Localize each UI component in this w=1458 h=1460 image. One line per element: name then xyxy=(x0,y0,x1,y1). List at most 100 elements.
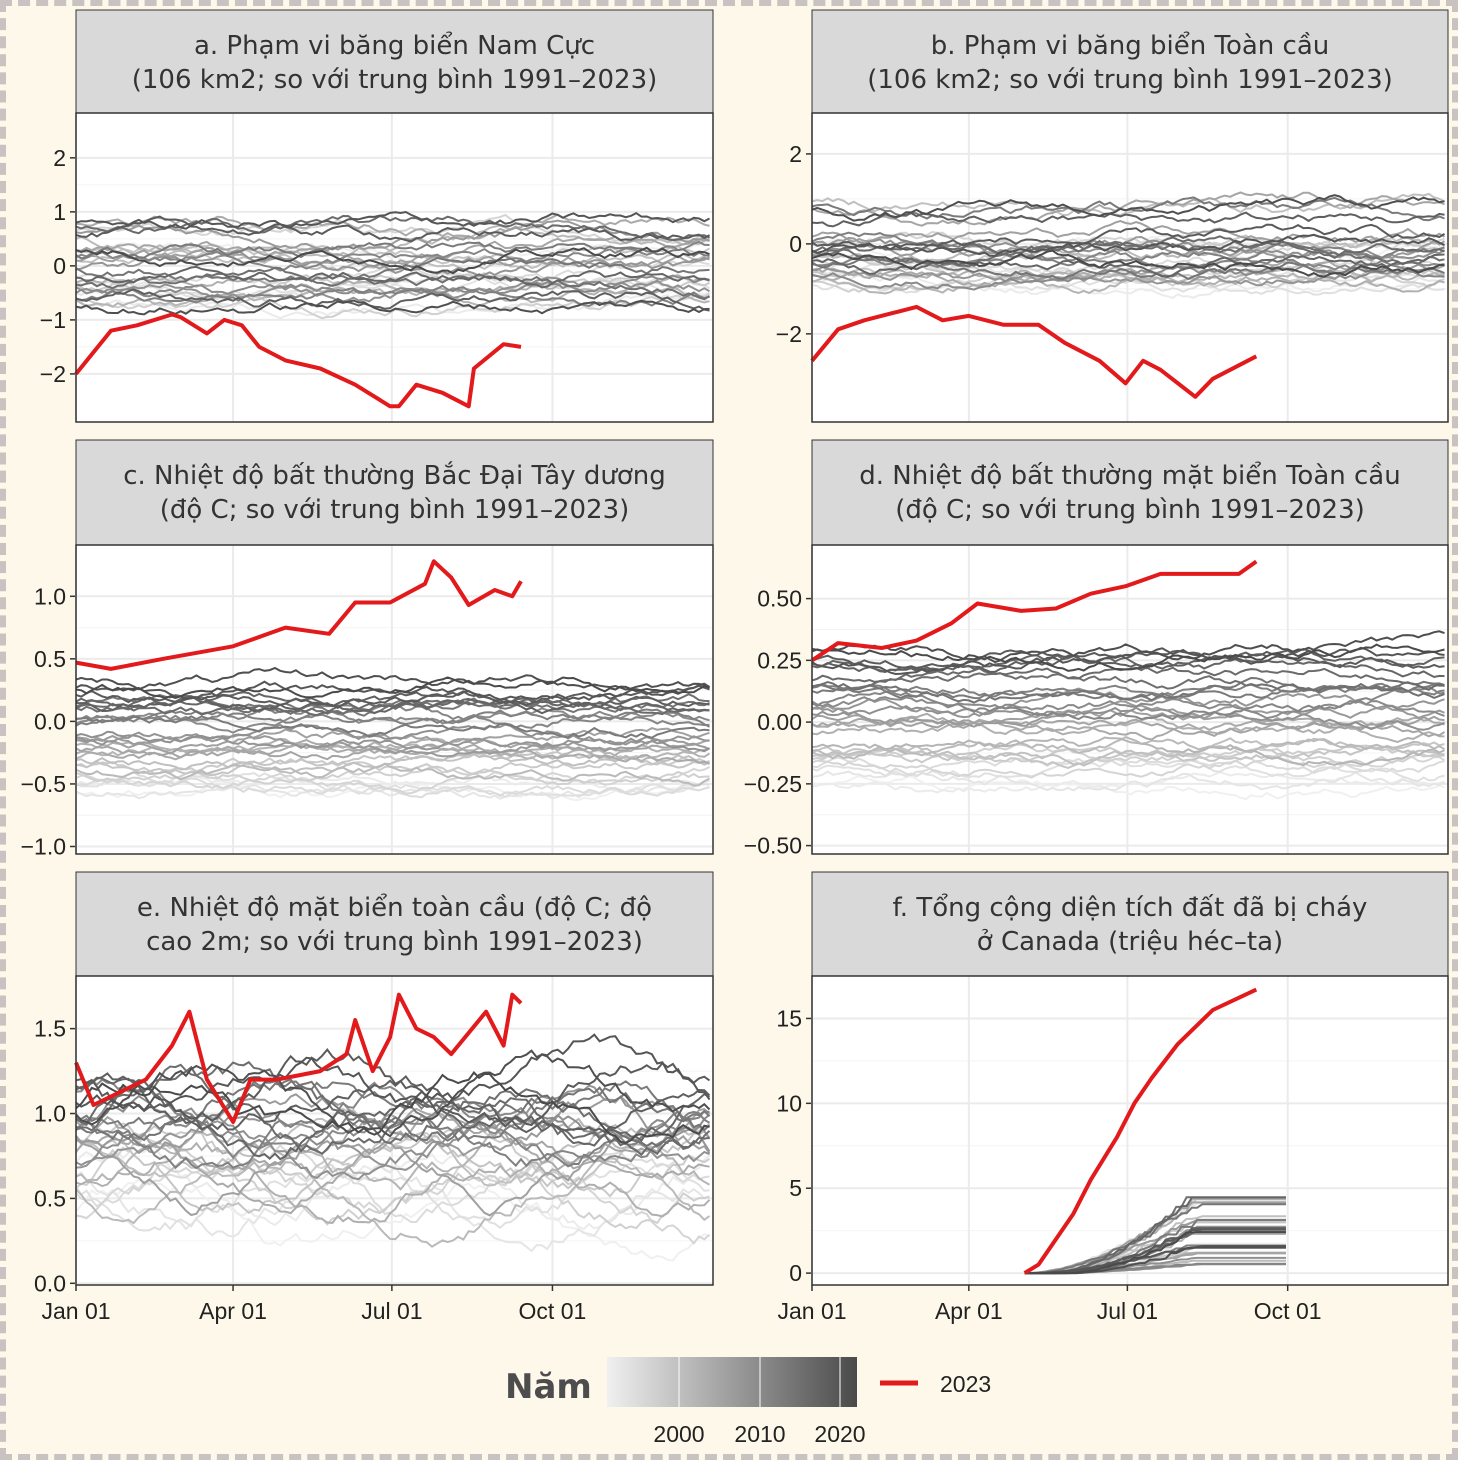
year-line-1995 xyxy=(811,756,1445,777)
panel-title: (độ C; so với trung bình 1991–2023) xyxy=(895,495,1365,525)
panel-title: b. Phạm vi băng biển Toàn cầu xyxy=(931,30,1330,61)
year-line-2015 xyxy=(75,266,711,301)
year-line-2023 xyxy=(1023,987,1258,1275)
year-line-2022 xyxy=(811,643,1445,672)
y-tick-label: 1 xyxy=(53,199,66,225)
year-line-2012 xyxy=(75,708,710,728)
x-tick-label: Apr 01 xyxy=(935,1298,1003,1324)
y-tick-label: 0.5 xyxy=(34,646,66,672)
year-line-2019 xyxy=(811,649,1445,669)
panel-strip xyxy=(75,9,714,114)
x-tick-label: Oct 01 xyxy=(519,1298,587,1324)
y-tick-label: 10 xyxy=(776,1090,802,1116)
year-line-2021 xyxy=(75,299,710,316)
year-line-2022 xyxy=(811,249,1445,278)
panel-e: e. Nhiệt độ mặt biển toàn cầu (độ C; độ c… xyxy=(34,871,714,1324)
x-tick-label: Jan 01 xyxy=(777,1298,846,1324)
panel-c: c. Nhiệt độ bất thường Bắc Đại Tây dương… xyxy=(21,439,714,859)
year-line-2017 xyxy=(75,265,710,289)
year-line-2009 xyxy=(811,705,1445,731)
plot-border xyxy=(811,975,1449,1286)
y-tick-label: 0 xyxy=(53,253,66,279)
year-line-2007 xyxy=(75,219,711,252)
year-line-2000 xyxy=(811,192,1445,217)
year-line-2018 xyxy=(75,1072,711,1134)
year-line-2010 xyxy=(75,1094,711,1147)
year-line-1996 xyxy=(811,754,1445,779)
panel-title: a. Phạm vi băng biển Nam Cực xyxy=(194,30,595,61)
y-tick-label: −1.0 xyxy=(21,833,66,859)
year-line-2023 xyxy=(75,559,523,671)
panel-title: c. Nhiệt độ bất thường Bắc Đại Tây dương xyxy=(123,460,666,491)
y-tick-label: 1.0 xyxy=(34,1101,66,1127)
year-line-2014 xyxy=(75,1078,711,1142)
y-tick-label: −0.50 xyxy=(744,833,802,859)
year-line-2023 xyxy=(74,992,523,1124)
x-tick-label: Jul 01 xyxy=(1097,1298,1158,1324)
x-tick-label: Apr 01 xyxy=(199,1298,267,1324)
year-line-2005 xyxy=(811,191,1445,227)
year-line-2001 xyxy=(75,762,710,787)
panel-d: d. Nhiệt độ bất thường mặt biển Toàn cầu… xyxy=(744,439,1449,859)
year-line-2006 xyxy=(75,246,710,270)
legend: Năm 2000 2010 2020 2023 xyxy=(505,1357,991,1447)
year-line-1994 xyxy=(75,1161,710,1232)
year-line-2002 xyxy=(811,736,1445,767)
year-line-1992 xyxy=(75,774,710,795)
year-line-2020 xyxy=(75,1033,711,1112)
year-line-2023 xyxy=(810,304,1258,399)
year-line-2014 xyxy=(75,256,710,283)
legend-2023-label: 2023 xyxy=(940,1371,991,1397)
plot-border xyxy=(811,544,1449,855)
y-tick-label: 2 xyxy=(53,145,66,171)
year-line-1997 xyxy=(75,1135,710,1230)
year-line-2023 xyxy=(810,559,1258,663)
year-line-2021 xyxy=(75,1049,711,1138)
year-line-2012 xyxy=(811,231,1445,267)
year-line-2015 xyxy=(75,693,710,715)
panel-strip xyxy=(75,871,714,977)
year-line-2019 xyxy=(75,1047,711,1128)
year-line-2015 xyxy=(75,1060,711,1151)
year-line-1991 xyxy=(75,780,710,802)
year-line-2022 xyxy=(75,1070,710,1145)
panel-title: ở Canada (triệu héc–ta) xyxy=(977,927,1283,957)
panel-strip xyxy=(811,871,1449,977)
year-line-2013 xyxy=(75,241,710,260)
panel-title: cao 2m; so với trung bình 1991–2023) xyxy=(146,927,643,957)
year-line-2012 xyxy=(75,1110,710,1170)
year-line-2000 xyxy=(75,752,710,775)
year-line-2005 xyxy=(75,1107,711,1171)
x-tick-label: Jan 01 xyxy=(41,1298,110,1324)
y-tick-label: 0.50 xyxy=(757,586,802,612)
year-line-2020 xyxy=(811,233,1445,257)
panel-strip xyxy=(75,439,714,546)
y-tick-label: −0.25 xyxy=(744,771,802,797)
year-lines xyxy=(1024,1196,1286,1275)
legend-title: Năm xyxy=(505,1367,592,1407)
year-line-1995 xyxy=(75,1142,710,1223)
year-line-2022 xyxy=(1024,1231,1286,1275)
legend-tick-label: 2000 xyxy=(653,1421,704,1447)
plot-area xyxy=(76,113,713,422)
y-tick-label: −1 xyxy=(40,307,66,333)
year-line-2019 xyxy=(75,215,710,243)
year-line-2019 xyxy=(811,223,1446,249)
x-tick-label: Jul 01 xyxy=(361,1298,422,1324)
plot-border xyxy=(75,112,714,423)
y-tick-label: −2 xyxy=(776,321,802,347)
year-line-2020 xyxy=(1024,1245,1286,1275)
y-tick-label: 0.25 xyxy=(757,647,802,673)
plot-area xyxy=(812,976,1448,1285)
panel-title: (106 km2; so với trung bình 1991–2023) xyxy=(132,65,658,95)
year-lines xyxy=(75,210,711,320)
y-tick-label: 0.00 xyxy=(757,709,802,735)
y-tick-label: 0 xyxy=(789,231,802,257)
year-line-2001 xyxy=(811,736,1446,760)
year-line-2007 xyxy=(811,700,1445,728)
legend-tick-label: 2020 xyxy=(814,1421,865,1447)
panel-strip xyxy=(811,439,1449,546)
year-line-1999 xyxy=(811,741,1445,769)
panel-f: f. Tổng cộng diện tích đất đã bị cháy ở C… xyxy=(776,871,1449,1324)
